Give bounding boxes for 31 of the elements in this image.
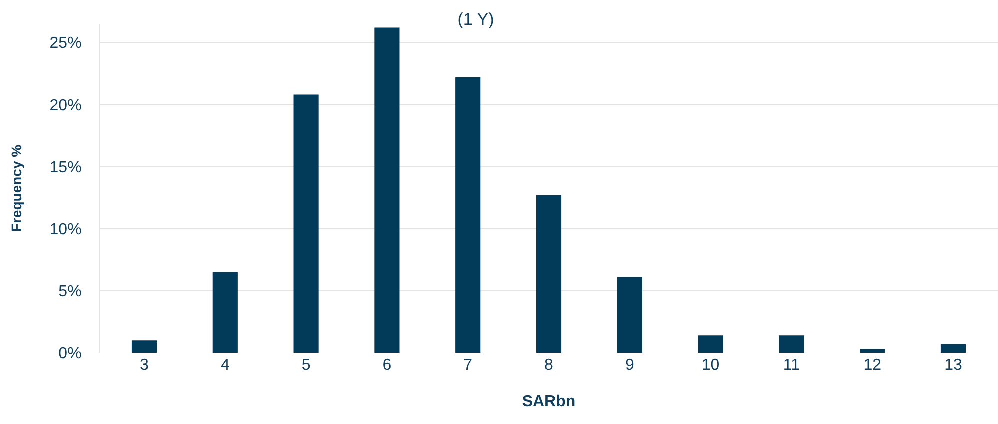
bar [536, 195, 562, 353]
x-axis-title: SARbn [522, 394, 576, 411]
x-tick-label: 11 [783, 357, 800, 374]
y-tick-label: 0% [58, 346, 82, 363]
bar [456, 77, 481, 353]
y-axis-title: Frequency % [8, 144, 24, 232]
x-tick-label: 3 [140, 357, 150, 374]
chart-title: (1 Y) [458, 10, 494, 30]
x-tick-label: 9 [625, 357, 634, 374]
x-tick-label: 8 [544, 357, 554, 374]
y-tick-label: 20% [50, 97, 82, 114]
y-tick-label: 5% [58, 284, 82, 301]
bar [779, 336, 804, 353]
x-tick-label: 7 [464, 357, 473, 374]
bar [212, 272, 238, 353]
y-tick-label: 25% [50, 35, 82, 52]
y-tick-label: 10% [50, 221, 82, 238]
bar [940, 344, 966, 353]
bar [294, 94, 319, 353]
x-tick-label: 5 [302, 357, 311, 374]
bar [132, 340, 158, 353]
y-tick-label: 15% [50, 159, 82, 176]
x-tick-label: 13 [944, 357, 962, 374]
bar [698, 336, 724, 353]
bar [860, 349, 886, 353]
x-tick-label: 4 [220, 357, 230, 374]
x-tick-label: 10 [702, 357, 720, 374]
bar [617, 277, 642, 353]
x-tick-label: 6 [382, 357, 392, 374]
bar [374, 28, 400, 353]
x-tick-label: 12 [864, 357, 882, 374]
